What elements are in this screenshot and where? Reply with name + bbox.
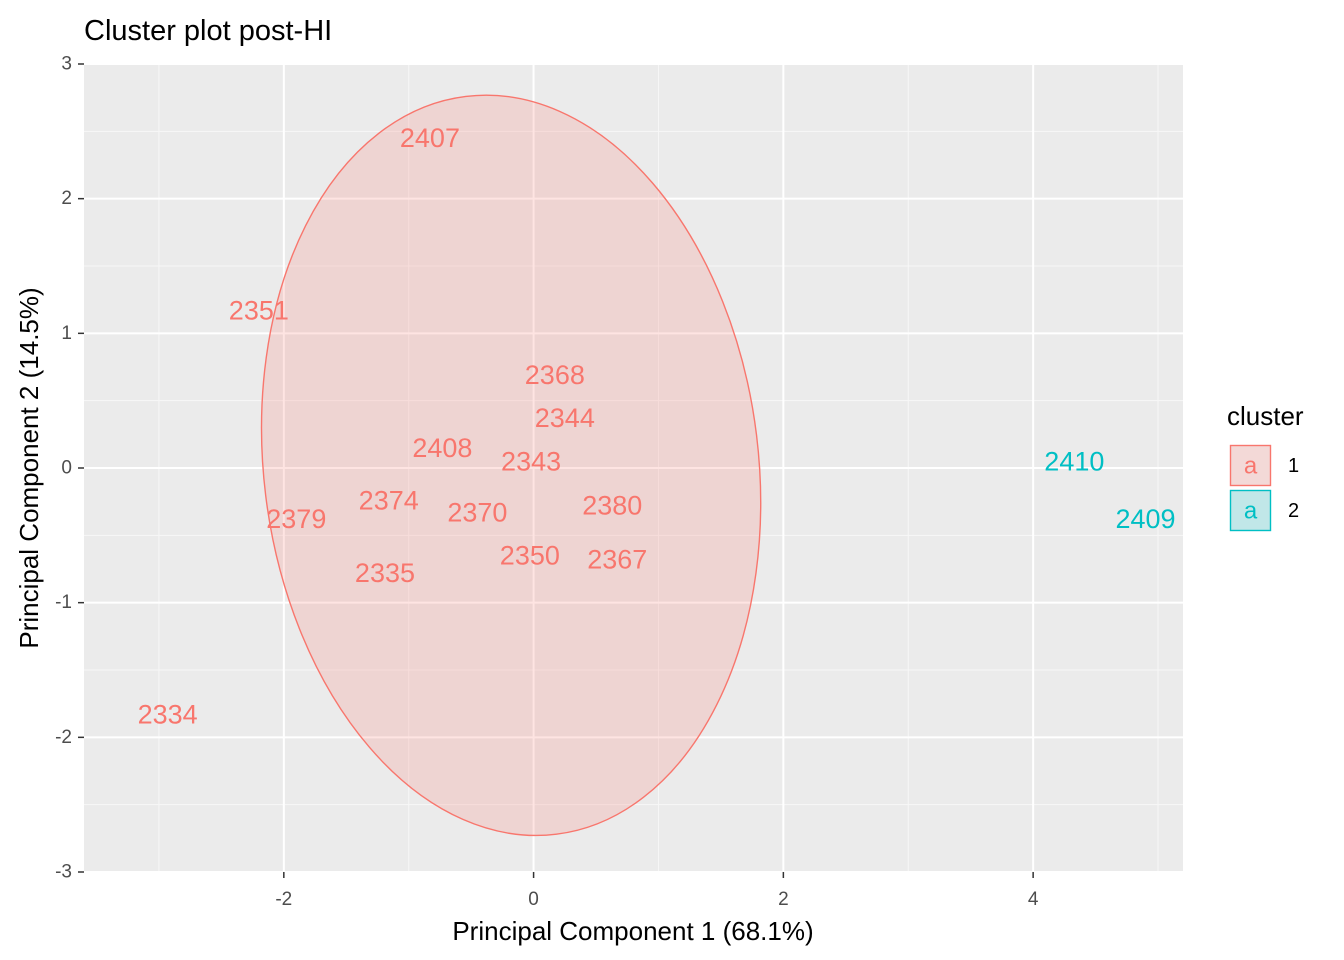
- y-axis-title: Principal Component 2 (14.5%): [14, 287, 44, 648]
- y-tick-label: -3: [55, 862, 72, 883]
- legend-key-2: [1229, 489, 1272, 532]
- legend-key-glyph: a: [1244, 453, 1258, 480]
- point-label-2374: 2374: [359, 485, 419, 515]
- point-label-2343: 2343: [501, 446, 561, 476]
- x-axis-title: Principal Component 1 (68.1%): [452, 916, 813, 946]
- x-tick-label: -2: [275, 889, 292, 910]
- legend-key-background: [1230, 445, 1271, 486]
- point-label-2367: 2367: [587, 545, 647, 575]
- x-axis: -2 0 2 4: [275, 872, 1039, 910]
- point-label-2344: 2344: [535, 403, 595, 433]
- legend-key-background: [1230, 490, 1271, 531]
- legend-title: cluster: [1227, 401, 1304, 431]
- point-label-2368: 2368: [525, 360, 585, 390]
- cluster-ellipses: [260, 94, 762, 837]
- y-tick-label: 0: [61, 458, 72, 479]
- point-label-2380: 2380: [582, 491, 642, 521]
- point-label-2334: 2334: [138, 699, 198, 729]
- y-tick-label: 3: [61, 54, 72, 75]
- legend-key-1: [1229, 444, 1272, 487]
- point-label-2335: 2335: [355, 558, 415, 588]
- point-label-2379: 2379: [266, 504, 326, 534]
- cluster-1-ellipse: [260, 94, 762, 837]
- point-label-2407: 2407: [400, 123, 460, 153]
- major-gridlines: [84, 63, 1183, 873]
- point-label-2350: 2350: [500, 541, 560, 571]
- point-label-2408: 2408: [412, 433, 472, 463]
- y-tick-label: -2: [55, 727, 72, 748]
- y-tick-label: 1: [61, 323, 72, 344]
- legend-label-1: 1: [1288, 455, 1299, 477]
- x-tick-label: 0: [528, 889, 539, 910]
- x-tick-label: 4: [1028, 889, 1039, 910]
- point-labels: 2407 2351 2368 2344 2408 2343 2374 2370 2380 2379…: [138, 123, 1176, 729]
- chart-title: Cluster plot post-HI: [84, 15, 332, 47]
- x-tick-label: 2: [778, 889, 789, 910]
- y-axis: -3 -2 -1 0 1 2 3: [55, 54, 84, 883]
- point-label-2351: 2351: [229, 295, 289, 325]
- legend: cluster a 1 a 2: [1227, 401, 1304, 532]
- point-label-2410: 2410: [1044, 446, 1104, 476]
- legend-label-2: 2: [1288, 500, 1299, 522]
- legend-key-glyph: a: [1244, 498, 1258, 525]
- point-label-2370: 2370: [447, 497, 507, 527]
- y-tick-label: 2: [61, 188, 72, 209]
- y-tick-label: -1: [55, 592, 72, 613]
- point-label-2409: 2409: [1115, 504, 1175, 534]
